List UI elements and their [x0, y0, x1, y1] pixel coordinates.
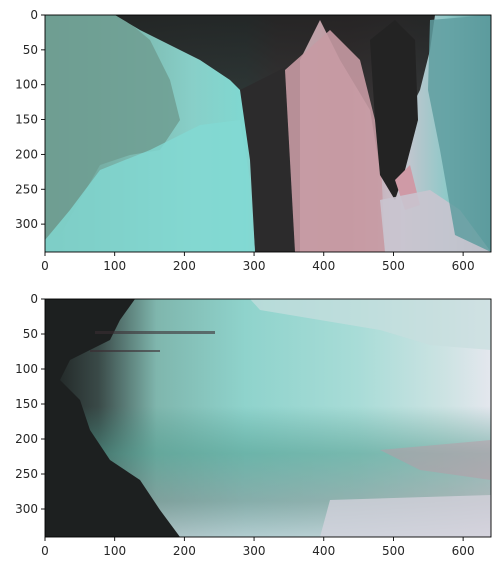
- x-tick-label-top-500: 500: [382, 259, 405, 273]
- x-tick-label-bottom-0: 0: [41, 544, 49, 558]
- axes-frame-bottom: [44, 298, 492, 538]
- y-tick-label-bottom-150: 150: [15, 397, 38, 411]
- x-tick-label-top-100: 100: [103, 259, 126, 273]
- x-tick-label-top-400: 400: [312, 259, 335, 273]
- x-tick-label-bottom-200: 200: [173, 544, 196, 558]
- x-tick-label-top-0: 0: [41, 259, 49, 273]
- y-tick-label-bottom-250: 250: [15, 467, 38, 481]
- x-tick-label-top-300: 300: [243, 259, 266, 273]
- y-tick-label-top-150: 150: [15, 113, 38, 127]
- y-tick-label-bottom-300: 300: [15, 502, 38, 516]
- y-tick-label-top-200: 200: [15, 147, 38, 161]
- y-tick-label-top-100: 100: [15, 78, 38, 92]
- image-panel-bottom: 0 100 200 300 400 500 600 0 50 100 150 200 250 300: [15, 292, 492, 558]
- y-tick-label-top-50: 50: [23, 43, 38, 57]
- y-tick-label-bottom-100: 100: [15, 362, 38, 376]
- x-tick-label-bottom-600: 600: [452, 544, 475, 558]
- image-panel-top: 0 100 200 300 400 500 600 0 50 100 150 200 250 300: [15, 8, 492, 273]
- x-tick-label-top-200: 200: [173, 259, 196, 273]
- x-tick-label-bottom-100: 100: [103, 544, 126, 558]
- y-tick-label-top-0: 0: [30, 8, 38, 22]
- x-tick-label-bottom-300: 300: [243, 544, 266, 558]
- y-tick-label-top-250: 250: [15, 182, 38, 196]
- x-tick-label-bottom-500: 500: [382, 544, 405, 558]
- y-tick-label-bottom-200: 200: [15, 432, 38, 446]
- image-content-bottom: [45, 299, 491, 537]
- x-tick-label-bottom-400: 400: [312, 544, 335, 558]
- image-content-top: [45, 15, 491, 252]
- y-tick-label-top-300: 300: [15, 217, 38, 231]
- axes-ticks-top: 0 100 200 300 400 500 600 0 50 100 150 200 250 300: [15, 8, 474, 273]
- y-tick-label-bottom-50: 50: [23, 327, 38, 341]
- axes-ticks-bottom: 0 100 200 300 400 500 600 0 50 100 150 200 250 300: [15, 292, 474, 558]
- y-tick-label-bottom-0: 0: [30, 292, 38, 306]
- x-tick-label-top-600: 600: [452, 259, 475, 273]
- axes-frame-top: [44, 14, 492, 253]
